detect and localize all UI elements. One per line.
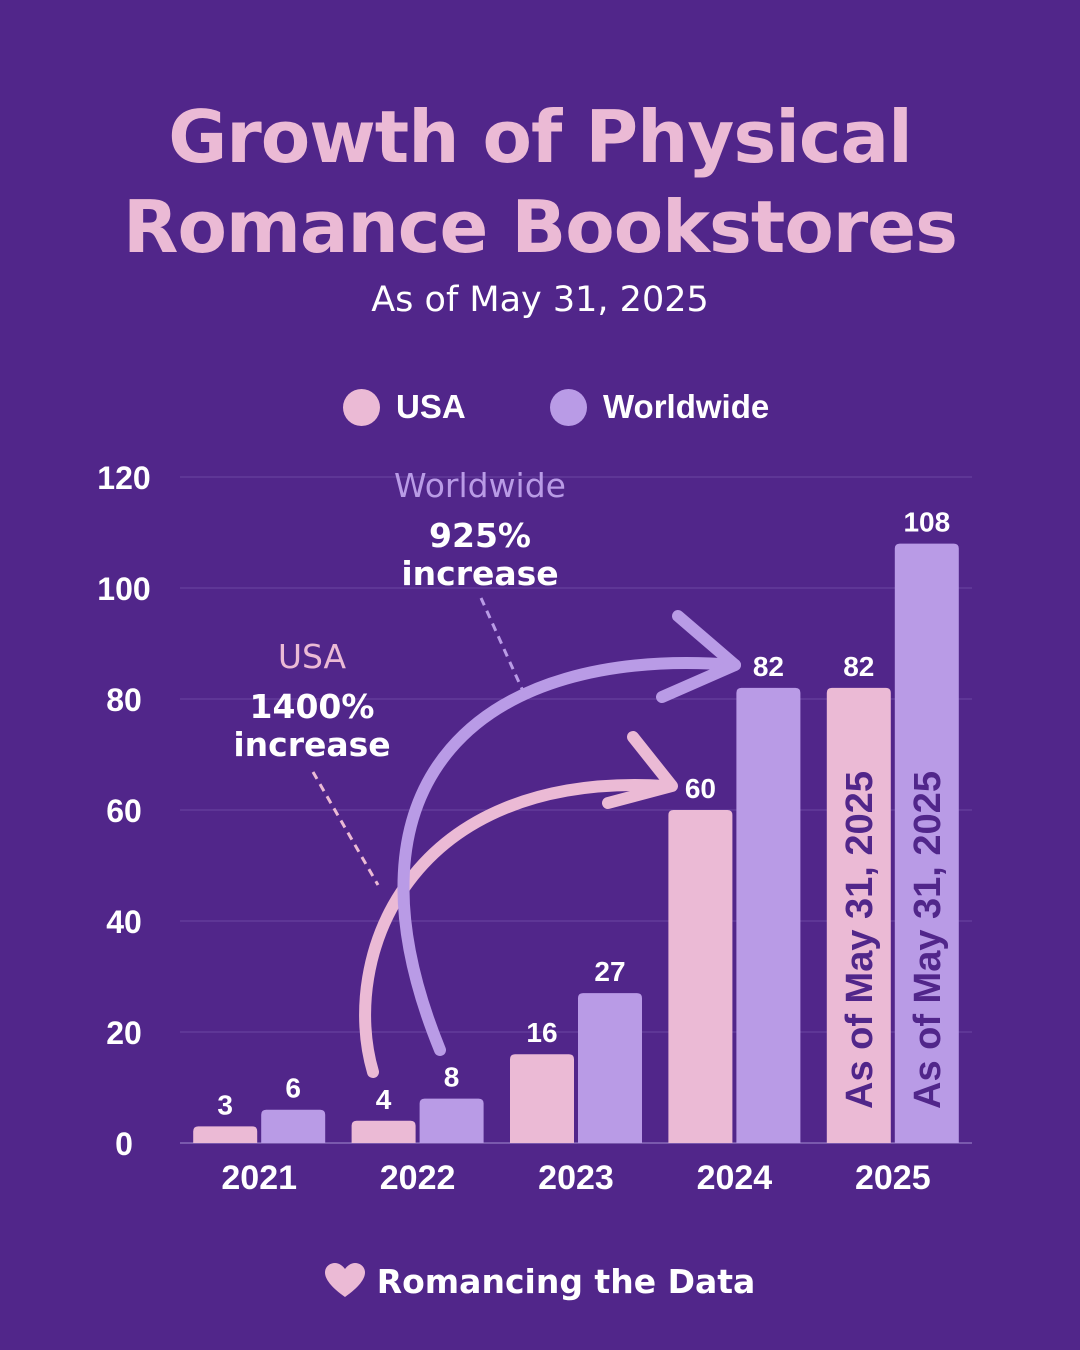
bar-usa-2024 — [668, 810, 733, 1143]
bar-worldwide-2021 — [261, 1109, 326, 1143]
growth-arrowhead-usa — [602, 731, 678, 809]
annotation-text-usa: increase — [233, 725, 390, 764]
y-tick-label: 60 — [106, 793, 142, 829]
bar-note-worldwide: As of May 31, 2025 — [907, 771, 949, 1109]
annotation-text-worldwide: increase — [401, 554, 558, 593]
y-tick-label: 100 — [97, 571, 150, 607]
data-label-worldwide-2023: 27 — [594, 956, 625, 987]
heart-icon — [324, 1263, 365, 1297]
legend-item-usa: USA — [343, 388, 466, 426]
x-tick-label: 2025 — [855, 1159, 931, 1197]
legend-label-usa: USA — [396, 388, 466, 425]
bar-usa-2023 — [510, 1054, 574, 1143]
legend-swatch-usa — [343, 388, 380, 426]
annotation-title-usa: USA — [278, 637, 347, 676]
data-label-usa-2023: 16 — [526, 1017, 557, 1048]
x-tick-label: 2021 — [221, 1159, 297, 1197]
bar-usa-2025 — [826, 687, 891, 1143]
annotation-text-usa: 1400% — [250, 687, 375, 726]
bar-usa-2021 — [193, 1126, 258, 1143]
footer: Romancing the Data — [0, 1256, 1080, 1306]
data-label-worldwide-2024: 82 — [753, 651, 784, 682]
bar-worldwide-2024 — [736, 687, 801, 1143]
y-tick-label: 0 — [115, 1126, 133, 1162]
bar-worldwide-2022 — [419, 1098, 484, 1143]
y-tick-label: 20 — [106, 1015, 142, 1051]
y-tick-label: 80 — [106, 682, 142, 718]
y-tick-label: 40 — [106, 904, 142, 940]
data-label-usa-2024: 60 — [685, 773, 716, 804]
chart-title-line-2: Romance Bookstores — [123, 185, 958, 269]
footer-brand: Romancing the Data — [376, 1261, 756, 1301]
data-label-worldwide-2025: 108 — [903, 507, 950, 538]
x-tick-label: 2024 — [697, 1159, 773, 1197]
legend-label-worldwide: Worldwide — [603, 388, 770, 425]
bar-usa-2022 — [351, 1120, 416, 1143]
x-tick-label: 2023 — [538, 1159, 614, 1197]
annotation-text-worldwide: 925% — [429, 516, 531, 555]
x-tick-label: 2022 — [380, 1159, 456, 1197]
legend-swatch-worldwide — [550, 388, 587, 426]
bar-note-usa: As of May 31, 2025 — [839, 771, 881, 1109]
annotation-title-worldwide: Worldwide — [394, 466, 566, 505]
annotation-leader-worldwide — [479, 597, 524, 690]
bar-chart: 0 20 40 60 80 100 120 3 6 2021 4 8 2022 16 27 2023 60 82 2… — [97, 460, 972, 1197]
data-label-usa-2022: 4 — [376, 1084, 392, 1115]
bar-worldwide-2023 — [578, 993, 642, 1143]
chart-subtitle: As of May 31, 2025 — [371, 280, 709, 320]
chart-title-line-1: Growth of Physical — [168, 95, 913, 179]
chart-legend: USA Worldwide — [0, 388, 1080, 436]
data-label-worldwide-2021: 6 — [285, 1073, 301, 1104]
data-label-worldwide-2022: 8 — [444, 1062, 460, 1093]
growth-arrowhead-worldwide — [656, 610, 741, 703]
data-label-usa-2021: 3 — [217, 1089, 233, 1120]
data-label-usa-2025: 82 — [843, 651, 874, 682]
y-tick-label: 120 — [97, 460, 150, 496]
chart-title: Growth of Physical Romance Bookstores — [0, 92, 1080, 272]
growth-arrow-worldwide — [397, 657, 741, 1056]
annotation-leader-usa — [311, 771, 380, 886]
bar-worldwide-2025 — [894, 543, 959, 1143]
legend-item-worldwide: Worldwide — [550, 388, 769, 426]
